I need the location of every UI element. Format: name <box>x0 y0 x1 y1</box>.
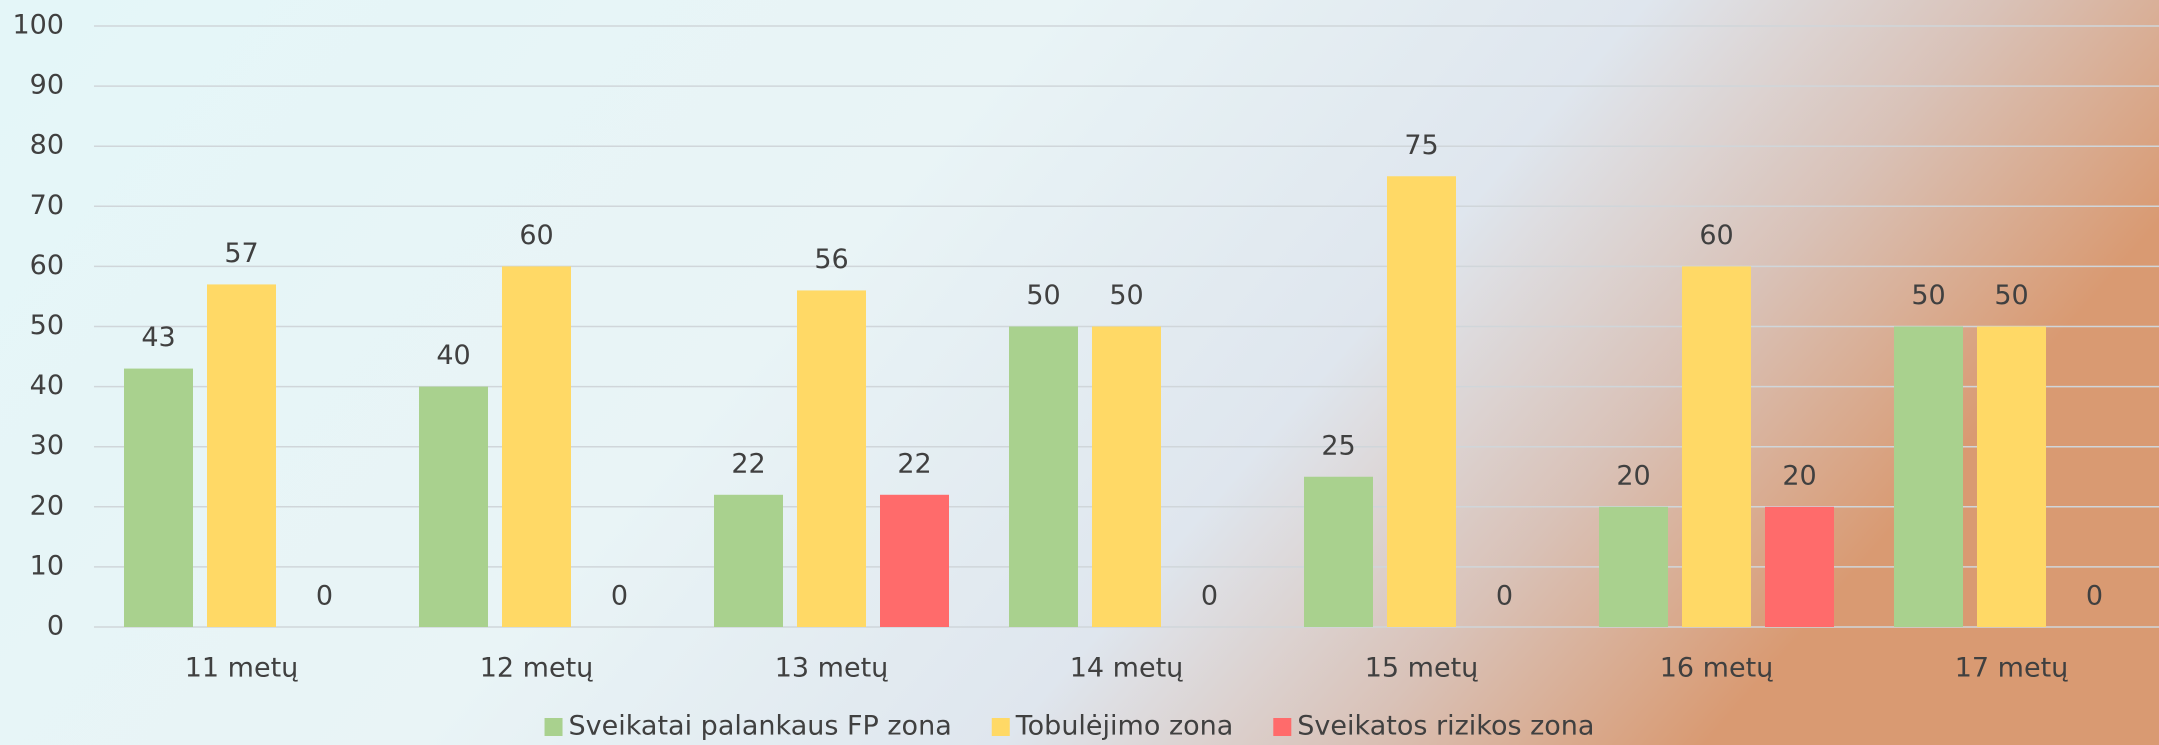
data-label: 0 <box>611 581 628 612</box>
data-label: 60 <box>1699 220 1733 251</box>
x-tick-label: 11 metų <box>185 653 299 684</box>
y-tick-label: 50 <box>30 310 64 341</box>
bar <box>880 494 949 627</box>
data-label: 50 <box>1026 280 1060 311</box>
bar <box>1304 476 1373 627</box>
x-tick-label: 16 metų <box>1660 653 1774 684</box>
data-label: 0 <box>1496 581 1513 612</box>
legend-label: Sveikatos rizikos zona <box>1297 711 1594 742</box>
legend-swatch <box>991 718 1010 736</box>
bar <box>1599 506 1668 627</box>
data-label: 0 <box>316 581 333 612</box>
y-tick-label: 100 <box>12 10 64 41</box>
data-label: 22 <box>897 448 931 479</box>
data-label: 25 <box>1321 430 1355 461</box>
bar <box>714 494 783 627</box>
bar <box>502 266 571 627</box>
x-tick-label: 13 metų <box>775 653 889 684</box>
data-label: 56 <box>814 244 848 275</box>
y-tick-label: 0 <box>47 611 64 642</box>
data-label: 20 <box>1616 460 1650 491</box>
bar <box>797 290 866 627</box>
data-label: 50 <box>1994 280 2028 311</box>
data-label: 0 <box>2086 581 2103 612</box>
x-tick-label: 17 metų <box>1955 653 2069 684</box>
data-label: 43 <box>141 322 175 353</box>
bar <box>1682 266 1751 627</box>
y-tick-label: 80 <box>30 130 64 161</box>
data-label: 60 <box>519 220 553 251</box>
x-tick-label: 12 metų <box>480 653 594 684</box>
bar <box>207 284 276 627</box>
data-label: 22 <box>731 448 765 479</box>
x-tick-label: 15 metų <box>1365 653 1479 684</box>
bar <box>1977 326 2046 627</box>
y-tick-label: 70 <box>30 190 64 221</box>
bar <box>1092 326 1161 627</box>
data-label: 50 <box>1109 280 1143 311</box>
y-tick-label: 40 <box>30 370 64 401</box>
bar <box>419 386 488 627</box>
data-label: 75 <box>1404 130 1438 161</box>
y-tick-label: 10 <box>30 550 64 581</box>
x-tick-label: 14 metų <box>1070 653 1184 684</box>
legend-label: Tobulėjimo zona <box>1015 711 1234 742</box>
legend-swatch <box>544 718 563 736</box>
y-tick-label: 90 <box>30 70 64 101</box>
bar <box>1387 176 1456 627</box>
bar <box>1765 506 1834 627</box>
y-tick-label: 60 <box>30 250 64 281</box>
bar <box>124 368 193 627</box>
data-label: 40 <box>436 340 470 371</box>
data-label: 0 <box>1201 581 1218 612</box>
bar <box>1009 326 1078 627</box>
y-tick-label: 20 <box>30 490 64 521</box>
data-label: 20 <box>1782 460 1816 491</box>
bar <box>1894 326 1963 627</box>
data-label: 57 <box>224 238 258 269</box>
legend-label: Sveikatai palankaus FP zona <box>569 711 952 742</box>
data-label: 50 <box>1911 280 1945 311</box>
legend-swatch <box>1273 718 1292 736</box>
y-tick-label: 30 <box>30 430 64 461</box>
